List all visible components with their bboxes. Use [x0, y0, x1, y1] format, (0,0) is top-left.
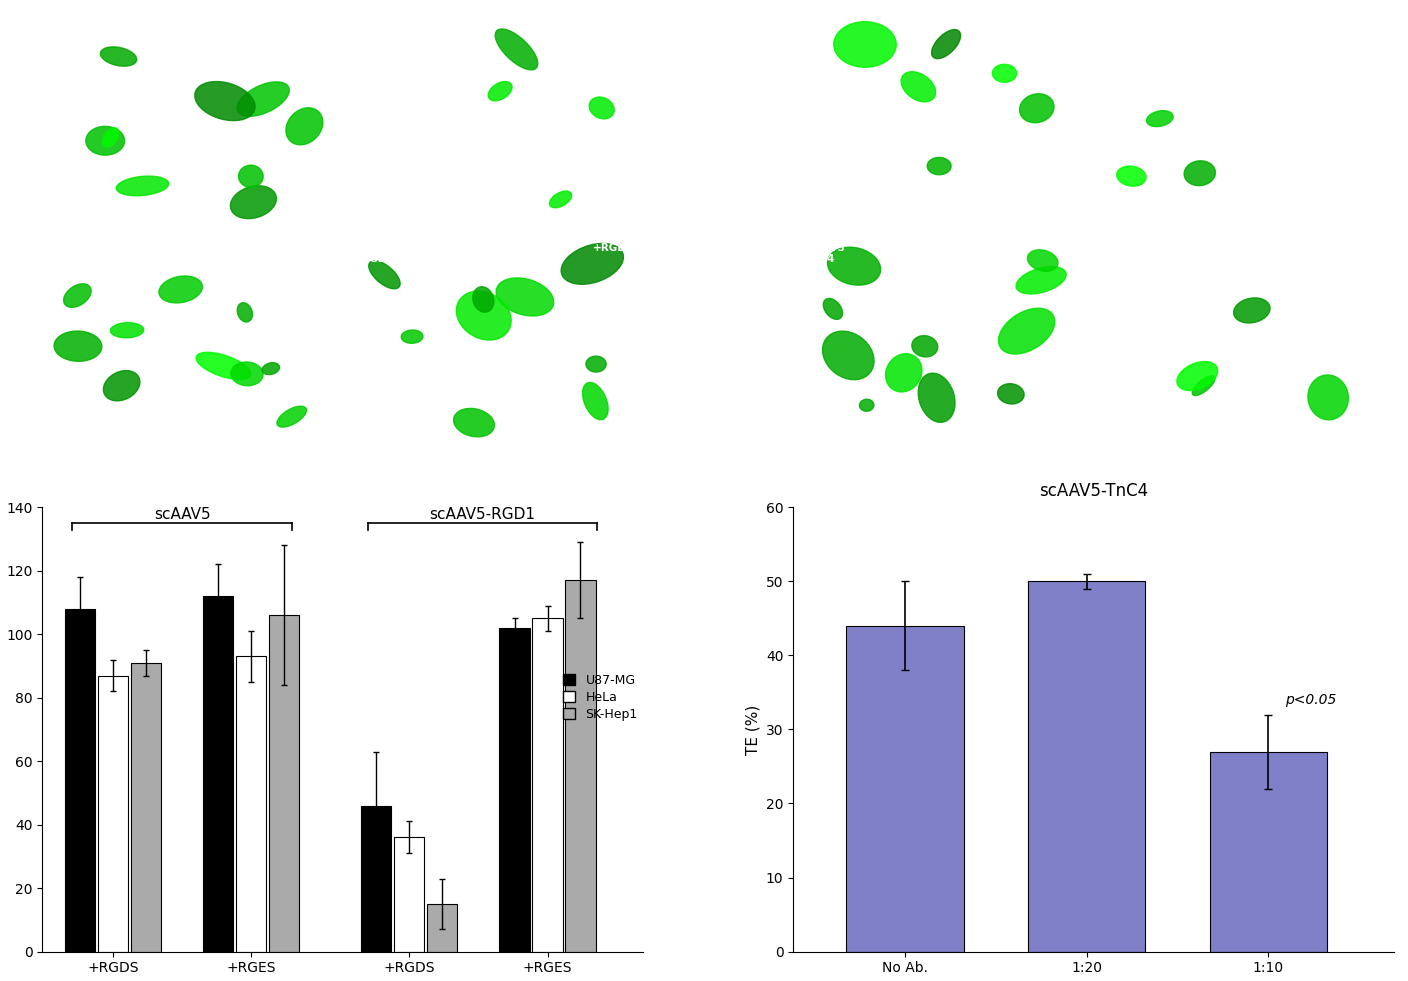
Bar: [203, 596, 234, 952]
Bar: [237, 656, 266, 952]
Text: Mock: Mock: [1048, 17, 1079, 26]
Polygon shape: [262, 363, 280, 375]
Polygon shape: [932, 29, 960, 59]
Bar: [362, 805, 391, 952]
Polygon shape: [828, 247, 880, 285]
Polygon shape: [103, 128, 118, 147]
Polygon shape: [100, 47, 137, 66]
Polygon shape: [834, 22, 897, 68]
Polygon shape: [231, 185, 276, 219]
Text: scAAV5: scAAV5: [358, 17, 400, 26]
Bar: [394, 838, 424, 952]
Polygon shape: [562, 243, 624, 284]
Polygon shape: [901, 72, 935, 102]
Polygon shape: [286, 108, 322, 145]
Polygon shape: [237, 303, 252, 322]
Bar: [427, 904, 458, 952]
Bar: [846, 626, 963, 952]
Polygon shape: [496, 278, 553, 316]
Polygon shape: [496, 29, 538, 70]
Bar: [131, 663, 161, 952]
Polygon shape: [586, 356, 607, 372]
Polygon shape: [194, 81, 255, 121]
Bar: [1209, 751, 1326, 952]
Bar: [500, 628, 529, 952]
Polygon shape: [1017, 267, 1066, 294]
Polygon shape: [86, 127, 124, 155]
Polygon shape: [549, 191, 572, 208]
Bar: [1028, 582, 1145, 952]
Y-axis label: TE (%): TE (%): [745, 704, 760, 754]
Polygon shape: [1177, 362, 1218, 390]
Text: scAAV5: scAAV5: [803, 17, 845, 26]
Polygon shape: [117, 177, 169, 196]
Text: p<0.05: p<0.05: [1286, 693, 1336, 707]
Text: Mock: Mock: [1048, 243, 1079, 253]
Polygon shape: [822, 332, 874, 380]
Polygon shape: [1019, 94, 1055, 123]
Polygon shape: [63, 284, 92, 307]
Text: +Anti-TnC: +Anti-TnC: [1328, 243, 1385, 253]
Polygon shape: [277, 406, 307, 427]
Polygon shape: [1193, 376, 1215, 395]
Polygon shape: [369, 261, 400, 288]
Polygon shape: [928, 157, 950, 175]
Polygon shape: [103, 371, 139, 401]
Polygon shape: [998, 308, 1055, 354]
Polygon shape: [489, 81, 513, 101]
Polygon shape: [159, 276, 203, 303]
Text: scAAV5
-TnC4: scAAV5 -TnC4: [1108, 243, 1152, 265]
Text: scAAV5
-RGD1: scAAV5 -RGD1: [358, 243, 400, 265]
Text: Mock: Mock: [297, 17, 328, 26]
Polygon shape: [237, 81, 289, 117]
Bar: [532, 618, 563, 952]
Bar: [65, 609, 96, 952]
Polygon shape: [456, 291, 511, 340]
Polygon shape: [1146, 111, 1173, 127]
Polygon shape: [1028, 250, 1057, 272]
Polygon shape: [886, 354, 922, 391]
Text: +Anti-TnC: +Anti-TnC: [1328, 17, 1385, 26]
Polygon shape: [110, 323, 144, 337]
Text: scAAV5
-RGD1: scAAV5 -RGD1: [51, 243, 94, 265]
Bar: [565, 581, 596, 952]
Text: scAAV5
-TnC4: scAAV5 -TnC4: [803, 243, 845, 265]
Text: scAAV5: scAAV5: [51, 17, 94, 26]
Polygon shape: [918, 373, 955, 422]
Legend: U87-MG, HeLa, SK-Hep1: U87-MG, HeLa, SK-Hep1: [558, 669, 642, 726]
Text: +RGDS: +RGDS: [593, 243, 634, 253]
Title: scAAV5-TnC4: scAAV5-TnC4: [1039, 483, 1148, 500]
Polygon shape: [583, 383, 608, 420]
Polygon shape: [859, 399, 874, 411]
Polygon shape: [238, 165, 263, 187]
Bar: [99, 676, 128, 952]
Polygon shape: [1117, 166, 1146, 186]
Polygon shape: [473, 286, 494, 312]
Polygon shape: [912, 336, 938, 357]
Bar: [269, 615, 300, 952]
Polygon shape: [993, 65, 1017, 82]
Polygon shape: [231, 362, 263, 386]
Text: +RGDS: +RGDS: [593, 17, 634, 26]
Polygon shape: [196, 352, 251, 380]
Polygon shape: [1184, 161, 1215, 185]
Polygon shape: [453, 408, 494, 437]
Polygon shape: [401, 330, 422, 343]
Polygon shape: [1233, 298, 1270, 323]
Polygon shape: [998, 384, 1024, 404]
Polygon shape: [54, 331, 101, 361]
Text: scAAV5: scAAV5: [153, 506, 210, 522]
Text: scAAV5: scAAV5: [1108, 17, 1152, 26]
Polygon shape: [824, 298, 842, 320]
Text: Mock: Mock: [297, 243, 328, 253]
Polygon shape: [589, 97, 614, 119]
Text: scAAV5-RGD1: scAAV5-RGD1: [429, 506, 535, 522]
Polygon shape: [1308, 375, 1349, 420]
